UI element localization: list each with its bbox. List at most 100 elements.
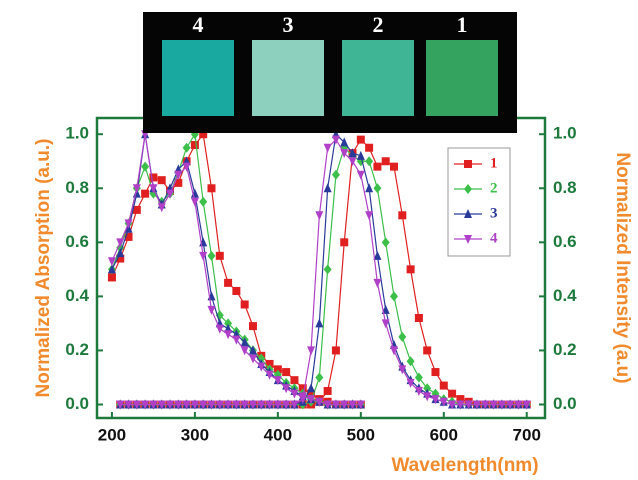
marker — [298, 395, 307, 405]
marker — [522, 400, 531, 410]
marker — [248, 400, 257, 410]
marker — [232, 335, 241, 345]
marker — [307, 383, 316, 393]
marker — [124, 232, 133, 241]
marker — [265, 370, 274, 380]
inset-swatch — [426, 40, 498, 116]
inset-label: 4 — [193, 12, 204, 37]
marker — [116, 248, 125, 258]
marker — [307, 395, 316, 405]
marker — [323, 386, 332, 395]
marker — [331, 135, 340, 145]
marker — [315, 318, 324, 328]
marker — [215, 251, 224, 260]
marker — [224, 330, 233, 340]
marker — [215, 324, 224, 334]
marker — [199, 130, 208, 139]
marker — [431, 395, 440, 405]
marker — [199, 196, 208, 207]
marker — [240, 346, 249, 356]
marker — [124, 400, 133, 410]
marker — [307, 346, 316, 356]
y2-tick-label: 0.6 — [553, 232, 577, 251]
marker — [132, 184, 141, 194]
marker — [323, 183, 332, 193]
marker — [166, 189, 175, 199]
marker — [414, 386, 423, 396]
marker — [273, 400, 282, 410]
marker — [365, 156, 374, 167]
absorption-line — [111, 134, 361, 406]
marker — [199, 251, 208, 261]
marker — [406, 265, 415, 274]
marker — [199, 400, 208, 410]
marker — [390, 346, 399, 356]
marker — [323, 264, 332, 275]
marker — [190, 197, 199, 207]
marker — [373, 278, 382, 288]
x-tick-label: 600 — [430, 425, 458, 444]
marker — [207, 400, 216, 410]
marker — [190, 400, 199, 410]
inset-label: 1 — [457, 12, 468, 37]
marker — [373, 183, 382, 194]
absorption-line — [111, 134, 361, 406]
marker — [174, 400, 183, 410]
marker — [290, 400, 299, 410]
legend-label: 3 — [490, 205, 498, 221]
absorption-line — [111, 132, 361, 406]
y2-tick-label: 1.0 — [553, 124, 577, 143]
x-axis-title: Wavelength(nm) — [391, 455, 538, 476]
marker — [182, 142, 191, 153]
marker — [423, 392, 432, 402]
marker — [224, 318, 233, 329]
marker — [398, 211, 407, 220]
marker — [265, 400, 274, 410]
marker — [365, 211, 374, 221]
marker — [232, 400, 241, 410]
marker — [141, 161, 150, 172]
marker — [489, 400, 498, 410]
marker — [456, 400, 465, 410]
x-tick-label: 400 — [264, 425, 292, 444]
marker — [265, 359, 274, 368]
marker — [381, 237, 390, 248]
marker — [166, 400, 175, 410]
marker — [365, 183, 374, 193]
marker — [174, 170, 183, 180]
x-tick-label: 500 — [347, 425, 375, 444]
marker — [248, 354, 257, 364]
marker — [348, 157, 357, 167]
marker — [340, 149, 349, 159]
marker — [240, 400, 249, 410]
marker — [448, 389, 457, 398]
marker — [182, 400, 191, 410]
marker — [307, 389, 316, 398]
marker — [182, 162, 191, 172]
marker — [240, 300, 249, 309]
marker — [224, 400, 233, 410]
marker — [356, 150, 365, 160]
marker — [323, 400, 332, 410]
marker — [439, 397, 448, 407]
y2-tick-label: 0.4 — [553, 286, 577, 305]
marker — [381, 319, 390, 329]
marker — [282, 384, 291, 394]
y-tick-label: 0.0 — [65, 394, 89, 413]
marker — [431, 368, 440, 377]
marker — [381, 157, 390, 166]
y-tick-label: 0.8 — [65, 178, 89, 197]
marker — [323, 143, 332, 153]
marker — [132, 205, 141, 214]
y2-tick-label: 0.2 — [553, 340, 577, 359]
inset-swatch — [252, 40, 324, 116]
marker — [365, 143, 374, 152]
marker — [398, 365, 407, 375]
marker — [298, 384, 307, 393]
marker — [315, 211, 324, 221]
marker — [149, 173, 158, 182]
absorption-line — [111, 132, 361, 406]
marker — [141, 189, 150, 198]
marker — [340, 238, 349, 247]
